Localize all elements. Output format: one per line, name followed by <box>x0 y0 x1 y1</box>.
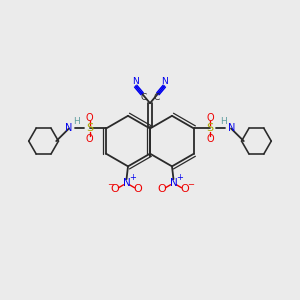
Text: O: O <box>111 184 120 194</box>
Text: O: O <box>134 184 142 194</box>
Text: N: N <box>161 77 168 86</box>
Text: O: O <box>206 134 214 144</box>
Text: O: O <box>180 184 189 194</box>
Text: O: O <box>158 184 167 194</box>
Text: N: N <box>169 178 177 188</box>
Text: O: O <box>86 113 94 123</box>
Text: O: O <box>206 113 214 123</box>
Text: H: H <box>73 117 80 126</box>
Text: O: O <box>86 134 94 144</box>
Text: S: S <box>86 124 93 134</box>
Text: N: N <box>64 124 72 134</box>
Text: N: N <box>123 178 130 188</box>
Text: −: − <box>107 180 114 189</box>
Text: N: N <box>132 77 139 86</box>
Text: +: + <box>177 173 184 182</box>
Text: C: C <box>140 94 146 103</box>
Text: H: H <box>220 117 227 126</box>
Text: S: S <box>207 124 214 134</box>
Text: C: C <box>154 94 160 103</box>
Text: +: + <box>130 173 136 182</box>
Text: N: N <box>228 124 236 134</box>
Text: −: − <box>187 180 194 189</box>
